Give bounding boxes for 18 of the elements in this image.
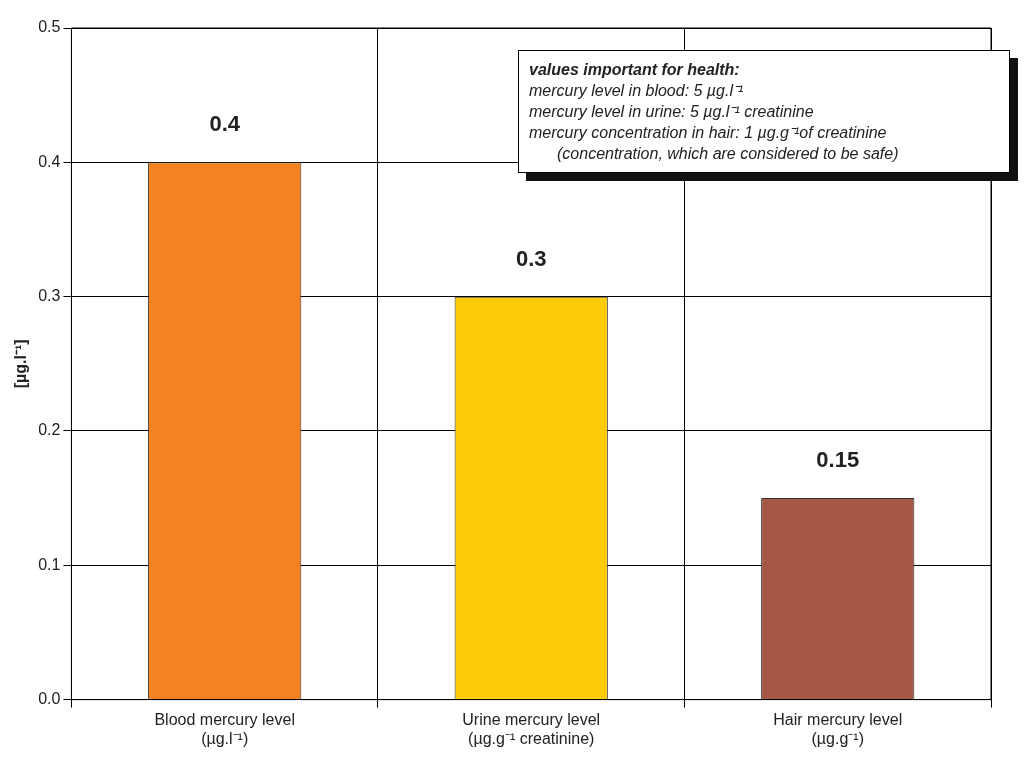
data-label: 0.4 (209, 111, 241, 137)
annotation: mercury level in blood: 5 µg.l⁻¹ (529, 81, 745, 101)
x-tick-label: Hair mercury level (µg.g⁻¹) (773, 710, 903, 747)
y-tick-label: 0.5 (38, 18, 61, 36)
annotation: mercury level in urine: 5 µg.l⁻¹ creatinine (529, 102, 815, 122)
y-axis-title: [µg.l⁻¹] (12, 339, 30, 389)
annotation: values important for health: (529, 60, 741, 80)
x-tick-label: Urine mercury level (µg.g⁻¹ creatinine) (462, 710, 601, 747)
y-tick-label: 0.3 (38, 287, 61, 305)
y-tick-label: 0.0 (38, 690, 61, 708)
annotation: (concentration, which are considered to be safe) (556, 144, 900, 164)
y-tick-label: 0.2 (38, 421, 61, 439)
y-tick-label: 0.1 (38, 555, 61, 573)
annotation: mercury concentration in hair: 1 µg.g⁻¹of creatinine (529, 123, 888, 143)
data-label: 0.3 (515, 245, 547, 271)
x-tick-label: Blood mercury level (µg.l⁻¹) (154, 710, 295, 747)
y-tick-label: 0.4 (38, 152, 61, 170)
data-label: 0.15 (816, 447, 860, 473)
